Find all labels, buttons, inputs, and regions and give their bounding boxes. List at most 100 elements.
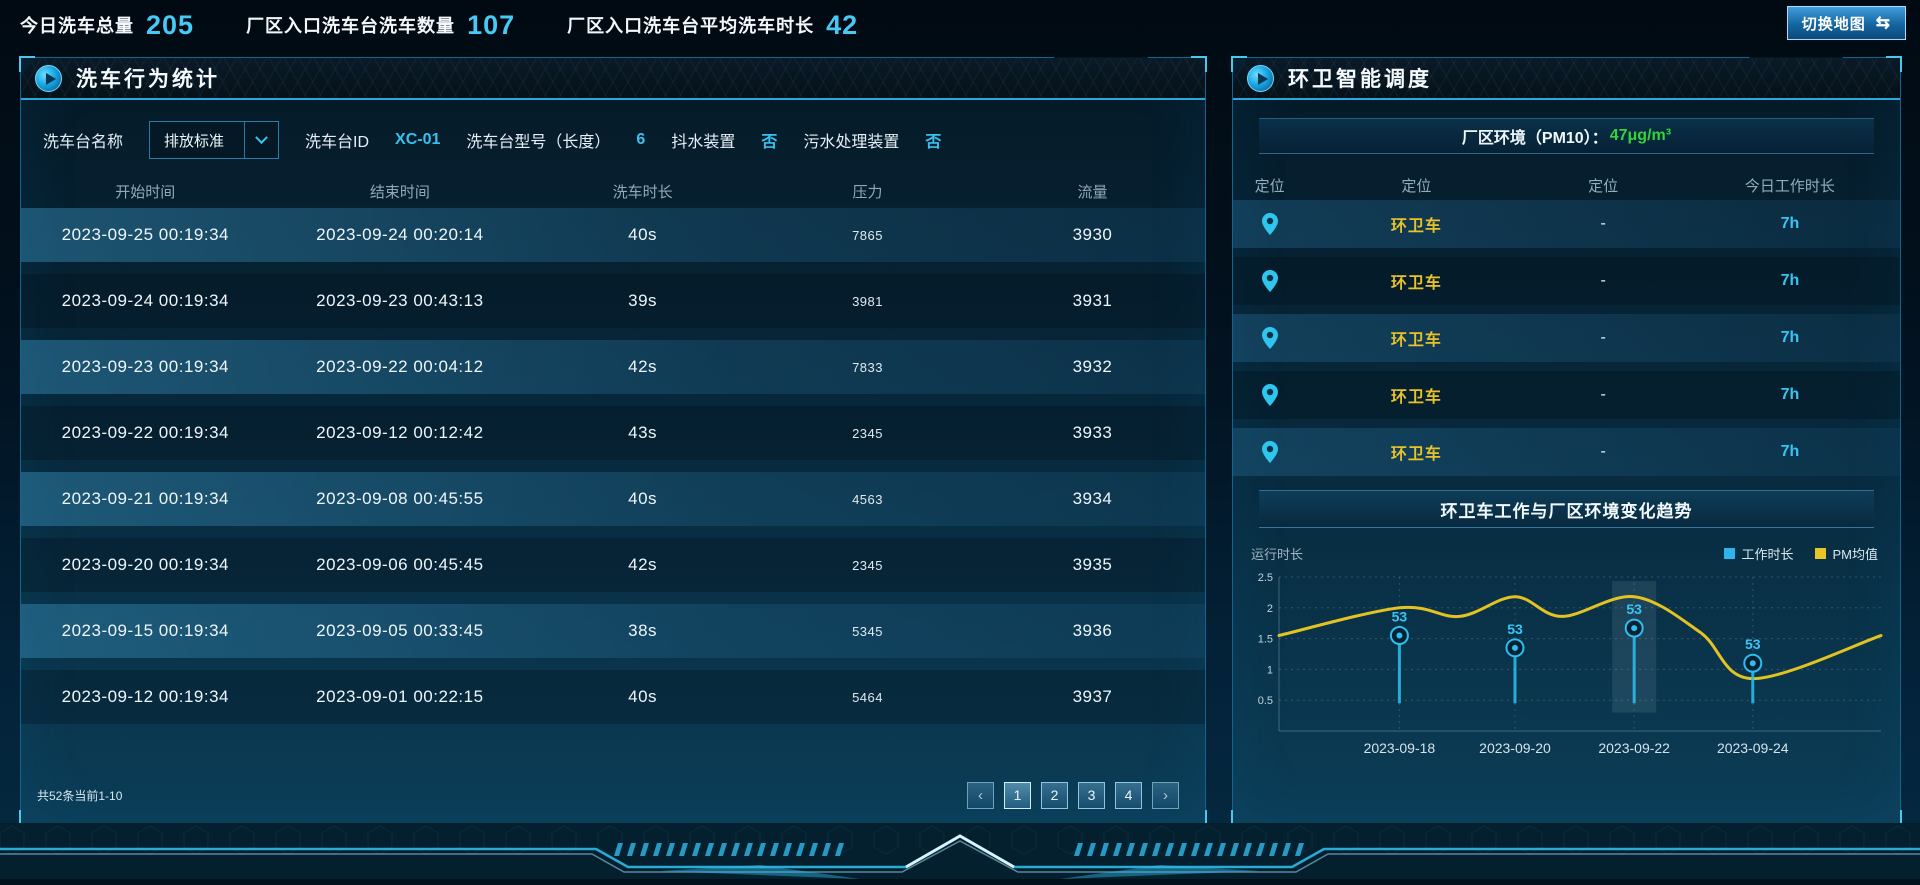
- prev-page-button[interactable]: ‹: [967, 781, 994, 809]
- svg-text:0.5: 0.5: [1258, 695, 1273, 707]
- table-cell: 5345: [852, 623, 883, 639]
- table-cell: 2023-09-24 00:19:34: [61, 291, 229, 310]
- svg-text:1: 1: [1267, 664, 1273, 676]
- legend-swatch: [1815, 548, 1827, 559]
- table-cell: 4563: [852, 491, 883, 507]
- table-cell: 3934: [1072, 489, 1113, 508]
- vehicle-table-body: 环卫车 - 7h 环卫车 - 7h 环卫车 - 7h 环卫车 - 7h 环卫车 - 7h: [1233, 200, 1900, 476]
- page-button-2[interactable]: 2: [1041, 781, 1068, 809]
- chevron-down-icon: [244, 122, 278, 158]
- trend-chart[interactable]: 0.5 1 1.5 2 2.5 2023-09-18 2023-09-20 2023-09-2…: [1245, 565, 1893, 765]
- stat-label: 厂区入口洗车台洗车数量: [246, 16, 456, 36]
- table-cell: 2023-09-24 00:20:14: [316, 225, 484, 244]
- table-cell: 42s: [628, 555, 658, 574]
- map-toggle-button[interactable]: 切换地图 ⇆: [1786, 6, 1906, 40]
- svg-text:2: 2: [1267, 603, 1273, 615]
- table-cell: 2345: [852, 557, 883, 573]
- page-button-3[interactable]: 3: [1078, 781, 1105, 809]
- pm10-label: 厂区环境（PM10）：: [1461, 130, 1608, 147]
- table-cell: 40s: [628, 489, 658, 508]
- svg-text:2023-09-20: 2023-09-20: [1479, 740, 1551, 756]
- page-button-4[interactable]: 4: [1115, 781, 1142, 809]
- vehicle-location-placeholder: -: [1600, 272, 1606, 289]
- pagination-summary: 共52条当前1-10: [37, 788, 123, 803]
- location-pin-icon[interactable]: [1233, 269, 1306, 293]
- station-id-label: 洗车台ID: [305, 134, 370, 151]
- stat-label: 今日洗车总量: [20, 16, 134, 36]
- page-button-1[interactable]: 1: [1004, 781, 1031, 809]
- wash-stats-panel: 洗车行为统计 洗车台名称 排放标准 洗车台ID XC-01 洗车台型号（长度） …: [19, 56, 1207, 826]
- vehicle-row: 环卫车 - 7h: [1233, 200, 1900, 248]
- pagination-pages: ‹ 1 2 3 4 ›: [967, 781, 1179, 809]
- next-page-button[interactable]: ›: [1152, 781, 1179, 809]
- table-cell: 2023-09-20 00:19:34: [61, 555, 229, 574]
- pagination: 共52条当前1-10 ‹ 1 2 3 4 ›: [21, 780, 1205, 810]
- table-cell: 2023-09-22 00:04:12: [316, 357, 484, 376]
- table-cell: 2023-09-22 00:19:34: [61, 423, 229, 442]
- table-cell: 2023-09-25 00:19:34: [61, 225, 229, 244]
- stat-item: 厂区入口洗车台洗车数量 107: [246, 10, 515, 41]
- location-pin-icon[interactable]: [1233, 212, 1306, 236]
- legend-item: PM均值: [1815, 544, 1878, 563]
- column-header: 定位: [1254, 177, 1285, 195]
- top-stats-bar: 今日洗车总量 205 厂区入口洗车台洗车数量 107 厂区入口洗车台平均洗车时长 42 切…: [0, 0, 1920, 50]
- station-name-select[interactable]: 排放标准: [149, 121, 280, 159]
- svg-text:53: 53: [1392, 609, 1408, 625]
- table-cell: 5464: [852, 689, 883, 705]
- table-cell: 3932: [1072, 357, 1113, 376]
- vehicle-name: 环卫车: [1390, 446, 1442, 463]
- wash-table-header: 开始时间 结束时间 洗车时长 压力 流量: [21, 174, 1205, 208]
- vehicle-location-placeholder: -: [1600, 215, 1606, 232]
- table-cell: 3937: [1072, 687, 1113, 706]
- station-id-value: XC-01: [395, 131, 441, 148]
- chart-header: 运行时长 工作时长 PM均值: [1251, 544, 1878, 563]
- wash-panel-header: 洗车行为统计: [21, 58, 1205, 100]
- stat-value: 42: [826, 9, 859, 40]
- vehicle-name: 环卫车: [1390, 218, 1442, 235]
- table-cell: 3933: [1072, 423, 1113, 442]
- vehicle-work-hours: 7h: [1780, 272, 1800, 289]
- wash-panel-title: 洗车行为统计: [76, 68, 220, 91]
- play-icon: [35, 64, 62, 92]
- vehicle-row: 环卫车 - 7h: [1233, 314, 1900, 362]
- swap-arrows-icon: ⇆: [1875, 13, 1891, 32]
- column-header: 压力: [852, 183, 883, 201]
- vehicle-location-placeholder: -: [1600, 386, 1606, 403]
- model-label: 洗车台型号（长度）: [466, 134, 611, 151]
- svg-text:2.5: 2.5: [1258, 572, 1273, 584]
- legend-label: 工作时长: [1741, 547, 1794, 562]
- table-row: 2023-09-25 00:19:34 2023-09-24 00:20:14 40…: [21, 208, 1205, 262]
- table-cell: 2023-09-06 00:45:45: [316, 555, 484, 574]
- table-cell: 2023-09-23 00:19:34: [61, 357, 229, 376]
- trend-section-title: 环卫车工作与厂区环境变化趋势: [1259, 490, 1874, 528]
- vehicle-row: 环卫车 - 7h: [1233, 257, 1900, 305]
- chart-legend: 工作时长 PM均值: [1724, 544, 1878, 563]
- station-name-selected: 排放标准: [164, 132, 225, 150]
- table-row: 2023-09-20 00:19:34 2023-09-06 00:45:45 42…: [21, 538, 1205, 592]
- wash-filters: 洗车台名称 排放标准 洗车台ID XC-01 洗车台型号（长度） 6 抖水装置 …: [43, 120, 1205, 160]
- sanitation-panel: 环卫智能调度 厂区环境（PM10）： 47μg/m³ 定位 定位 定位 今日工作时长 …: [1231, 56, 1902, 826]
- vehicle-work-hours: 7h: [1780, 329, 1800, 346]
- legend-swatch: [1724, 548, 1736, 559]
- table-cell: 3930: [1072, 225, 1113, 244]
- stat-label: 厂区入口洗车台平均洗车时长: [567, 16, 815, 36]
- table-cell: 40s: [628, 687, 658, 706]
- column-header: 结束时间: [369, 183, 430, 201]
- play-icon: [1247, 64, 1274, 92]
- table-cell: 3981: [852, 293, 883, 309]
- location-pin-icon[interactable]: [1233, 383, 1306, 407]
- table-cell: 3936: [1072, 621, 1113, 640]
- pm10-value: 47μg/m³: [1609, 127, 1672, 144]
- footer-decoration: [0, 823, 1920, 885]
- table-row: 2023-09-21 00:19:34 2023-09-08 00:45:55 40…: [21, 472, 1205, 526]
- table-cell: 40s: [628, 225, 658, 244]
- location-pin-icon[interactable]: [1233, 440, 1306, 464]
- table-cell: 3935: [1072, 555, 1113, 574]
- pm10-status: 厂区环境（PM10）： 47μg/m³: [1259, 118, 1874, 154]
- svg-text:53: 53: [1626, 601, 1642, 617]
- column-header: 定位: [1401, 177, 1432, 195]
- location-pin-icon[interactable]: [1233, 326, 1306, 350]
- table-row: 2023-09-22 00:19:34 2023-09-12 00:12:42 43…: [21, 406, 1205, 460]
- svg-text:1.5: 1.5: [1258, 634, 1273, 646]
- table-cell: 2345: [852, 425, 883, 441]
